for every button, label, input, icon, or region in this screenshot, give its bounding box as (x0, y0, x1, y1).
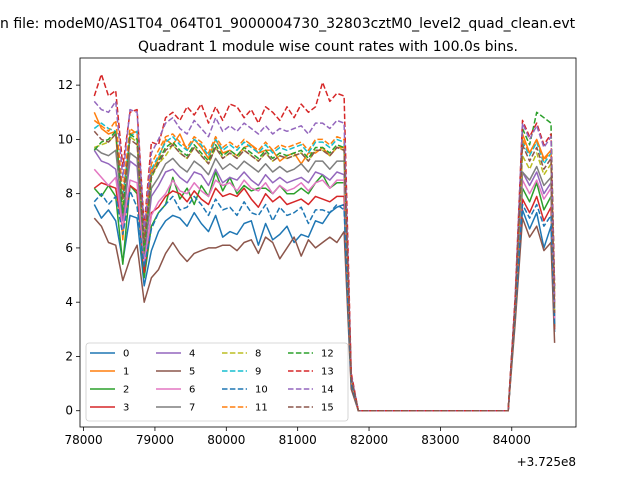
legend-label-14: 14 (321, 385, 334, 396)
series-line-13 (93, 73, 556, 412)
y-tick-label: 10 (58, 132, 73, 146)
series-line-10 (93, 190, 556, 412)
legend-label-10: 10 (255, 385, 268, 396)
x-tick-label: 80000 (207, 433, 245, 447)
y-tick-label: 8 (65, 187, 73, 201)
legend-label-13: 13 (321, 367, 334, 378)
y-tick-label: 2 (65, 349, 73, 363)
y-tick-label: 6 (65, 241, 73, 255)
legend-label-12: 12 (321, 349, 334, 360)
legend-label-15: 15 (321, 403, 334, 414)
series-layer (93, 73, 556, 412)
y-tick-label: 4 (65, 295, 73, 309)
legend-label-11: 11 (255, 403, 268, 414)
legend-label-5: 5 (189, 367, 195, 378)
x-tick-label: 79000 (136, 433, 174, 447)
x-tick-label: 78000 (64, 433, 102, 447)
y-axis: 0 2 4 6 8 10 12 (58, 78, 80, 418)
x-axis: 78000 79000 80000 81000 82000 83000 84000 (64, 427, 531, 447)
series-line-14 (93, 100, 556, 412)
x-tick-label: 84000 (493, 433, 531, 447)
x-offset-label: +3.725e8 (517, 455, 576, 469)
legend-label-6: 6 (189, 385, 195, 396)
legend-label-3: 3 (123, 403, 129, 414)
legend-label-9: 9 (255, 367, 261, 378)
legend-label-7: 7 (189, 403, 195, 414)
chart-title: Quadrant 1 module wise count rates with … (138, 39, 518, 55)
legend-label-4: 4 (189, 349, 195, 360)
legend-label-1: 1 (123, 367, 129, 378)
y-tick-label: 0 (65, 404, 73, 418)
series-line-15 (93, 130, 556, 412)
plot-frame (79, 57, 577, 428)
legend-box (85, 342, 349, 422)
y-tick-label: 12 (58, 78, 73, 92)
legend-label-8: 8 (255, 349, 261, 360)
legend-label-0: 0 (123, 349, 129, 360)
figure-suptitle: n file: modeM0/AS1T04_064T01_9000004730_… (0, 16, 576, 32)
x-tick-label: 82000 (350, 433, 388, 447)
x-tick-label: 83000 (421, 433, 459, 447)
x-tick-label: 81000 (279, 433, 317, 447)
legend-label-2: 2 (123, 385, 129, 396)
